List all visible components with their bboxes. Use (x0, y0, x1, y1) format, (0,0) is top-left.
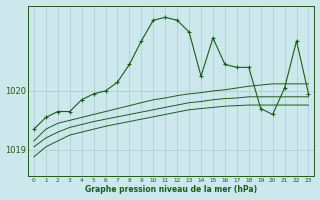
X-axis label: Graphe pression niveau de la mer (hPa): Graphe pression niveau de la mer (hPa) (85, 185, 257, 194)
